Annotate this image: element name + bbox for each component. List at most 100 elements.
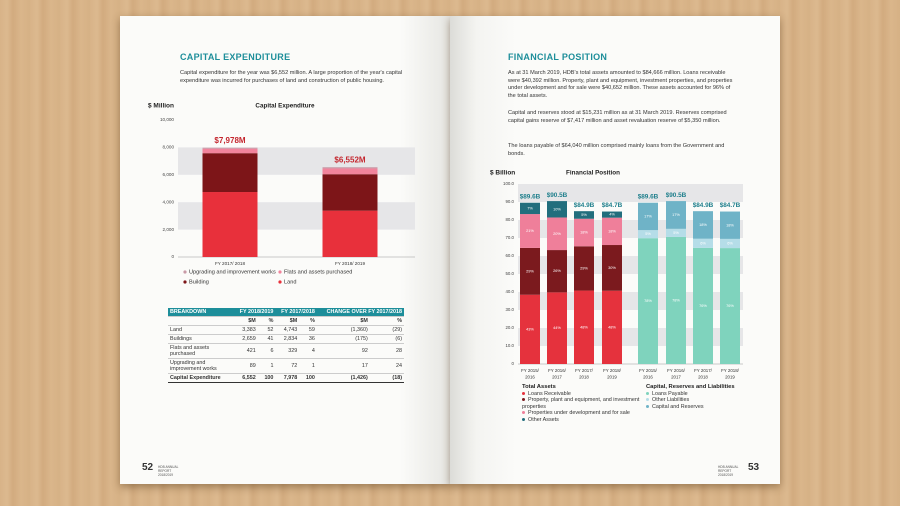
table-cell: (18) bbox=[369, 373, 404, 383]
table-cell: 100 bbox=[257, 373, 276, 383]
legend-swatch bbox=[278, 270, 282, 274]
segment-label: 43% bbox=[526, 326, 534, 331]
bar-segment bbox=[666, 201, 686, 229]
x-tick-label: FY 2018/2019 bbox=[721, 368, 740, 380]
legend-item: Other Liabilities bbox=[646, 397, 764, 404]
y-tick-label: 4,000 bbox=[163, 199, 175, 204]
table-cell: 1 bbox=[299, 358, 317, 374]
legend-swatch bbox=[522, 411, 525, 415]
segment-label: 78% bbox=[672, 297, 680, 302]
bar-segment bbox=[574, 211, 594, 219]
legend-title: Total Assets bbox=[522, 384, 556, 390]
breakdown-table: BREAKDOWN FY 2018/2019 FY 2017/2018 CHANGE … bbox=[168, 308, 404, 383]
legend-swatch bbox=[646, 404, 649, 408]
legend-label: Building bbox=[189, 279, 209, 285]
paragraph: Capital expenditure for the year was $6,… bbox=[180, 70, 403, 84]
table-row: Buildings 2,659 41 2,834 36 (175) (6) bbox=[168, 334, 404, 344]
table-row: Capital Expenditure 6,552 100 7,978 100 (1,42… bbox=[168, 373, 404, 383]
x-tick-label: FY 2016/2017 bbox=[667, 368, 686, 380]
table-cell: 421 bbox=[234, 343, 258, 359]
paragraph: The loans payable of $64,040 million com… bbox=[508, 143, 725, 157]
table-cell: 89 bbox=[234, 358, 258, 374]
bar-segment bbox=[520, 214, 540, 248]
segment-label: 6% bbox=[727, 241, 733, 246]
segment-label: 5% bbox=[645, 231, 651, 236]
segment-label: 20% bbox=[553, 231, 561, 236]
legend-label: Flats and assets purchased bbox=[284, 269, 352, 275]
y-tick-label: 40.0 bbox=[505, 289, 514, 294]
segment-label: 18% bbox=[726, 222, 734, 227]
segment-label: 78% bbox=[644, 298, 652, 303]
y-tick-label: 90.0 bbox=[505, 199, 514, 204]
y-tick-label: 8,000 bbox=[163, 145, 175, 150]
segment-label: 4% bbox=[609, 212, 615, 217]
table-cell: 28 bbox=[369, 343, 404, 359]
y-axis-label: $ Billion bbox=[490, 170, 515, 177]
table-cell: (1,426) bbox=[316, 373, 370, 383]
legend-swatch bbox=[278, 280, 282, 284]
total-label: $90.5B bbox=[547, 192, 568, 199]
table-row: Upgrading and improvement works 89 1 72 1 17 2… bbox=[168, 358, 404, 374]
bar-segment bbox=[547, 217, 567, 251]
total-label: $84.9B bbox=[574, 202, 595, 209]
table-row: Flats and assets purchased 421 6 329 4 92 28 bbox=[168, 343, 404, 359]
segment-label: 76% bbox=[726, 303, 734, 308]
table-cell: (1,360) bbox=[316, 325, 370, 335]
segment-label: 18% bbox=[608, 228, 616, 233]
chart-title: Capital Expenditure bbox=[255, 103, 315, 110]
table-cell: (175) bbox=[316, 334, 370, 344]
legend-title: Capital, Reserves and Liabilities bbox=[646, 384, 735, 390]
total-label: $89.6B bbox=[520, 193, 541, 200]
segment-label: 29% bbox=[526, 268, 534, 273]
table-cell: 4,743 bbox=[275, 325, 300, 335]
segment-label: 17% bbox=[644, 213, 652, 218]
table-cell: 36 bbox=[299, 334, 317, 344]
table-cell: 329 bbox=[275, 343, 300, 359]
segment-label: 5% bbox=[673, 230, 679, 235]
total-label: $84.7B bbox=[602, 202, 623, 209]
total-label: $89.6B bbox=[638, 193, 659, 200]
bar-segment bbox=[574, 290, 594, 364]
segment-label: 76% bbox=[699, 303, 707, 308]
unit-row: $M% $M% $M% bbox=[168, 316, 404, 326]
legend-swatch bbox=[522, 418, 525, 422]
page-number: 53 bbox=[748, 462, 760, 473]
table-row: Land 3,383 52 4,743 59 (1,360) (29) bbox=[168, 325, 404, 335]
segment-label: 29% bbox=[580, 265, 588, 270]
unit-cell bbox=[168, 316, 234, 326]
segment-label: 5% bbox=[581, 212, 587, 217]
heading: FINANCIAL POSITION bbox=[508, 52, 608, 62]
bar-segment bbox=[720, 248, 740, 364]
legend-item: Loans Receivable bbox=[522, 391, 640, 398]
legend-label: Loans Receivable bbox=[528, 390, 571, 397]
table-cell: 2,659 bbox=[234, 334, 258, 344]
table-cell: 4 bbox=[299, 343, 317, 359]
x-tick-label: FY 2018/2019 bbox=[603, 368, 622, 380]
y-tick-label: 70.0 bbox=[505, 235, 514, 240]
bar-segment bbox=[322, 167, 378, 169]
legend-label: Upgrading and improvement works bbox=[189, 269, 276, 275]
footer: HDB ANNUAL REPORT 2018/2019 bbox=[158, 465, 179, 477]
x-tick-label: FY 2016/2017 bbox=[548, 368, 567, 380]
bar-segment bbox=[547, 201, 567, 218]
chart: $ Billion Financial Position 0 10.0 20.0 30… bbox=[490, 170, 743, 380]
y-tick-label: 20.0 bbox=[505, 325, 514, 330]
table-cell: 7,978 bbox=[275, 373, 300, 383]
legend-item: Property, plant and equipment, and inves… bbox=[522, 397, 640, 410]
footer: HDB ANNUAL REPORT 2018/2019 bbox=[718, 465, 739, 477]
y-tick-label: 10.0 bbox=[505, 343, 514, 348]
bar-segment bbox=[202, 147, 258, 149]
bar-segment bbox=[574, 218, 594, 247]
unit-cell: % bbox=[257, 316, 276, 326]
x-tick-label: FY 2015/2016 bbox=[639, 368, 658, 380]
segment-label: 17% bbox=[672, 212, 680, 217]
table-cell: (29) bbox=[369, 325, 404, 335]
legend-swatch bbox=[646, 398, 649, 402]
x-tick-label: FY 2017/2018 bbox=[575, 368, 594, 380]
table-cell: 100 bbox=[299, 373, 317, 383]
bar-segment bbox=[547, 250, 567, 293]
x-tick-label: FY 2018/ 2019 bbox=[335, 261, 365, 266]
legend-label: Loans Payable bbox=[652, 390, 688, 397]
legend-label: Properties under development and for sal… bbox=[528, 410, 630, 417]
header-cell: CHANGE OVER FY 2017/2018 bbox=[316, 308, 404, 317]
